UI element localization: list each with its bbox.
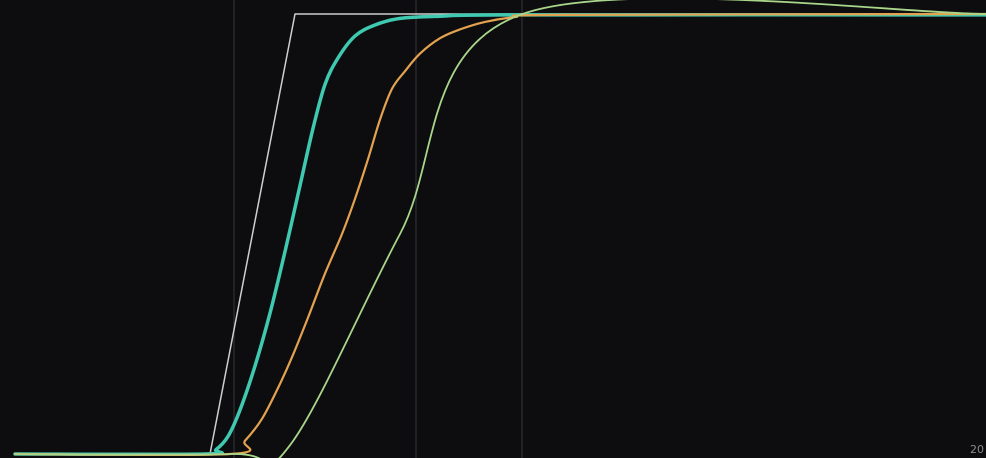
series-line-4 — [14, 0, 986, 458]
vertical-markers — [233, 0, 523, 458]
series-group — [13, 0, 986, 458]
series-line-2 — [13, 13, 986, 457]
corner-tick-label: 20 — [970, 443, 984, 456]
